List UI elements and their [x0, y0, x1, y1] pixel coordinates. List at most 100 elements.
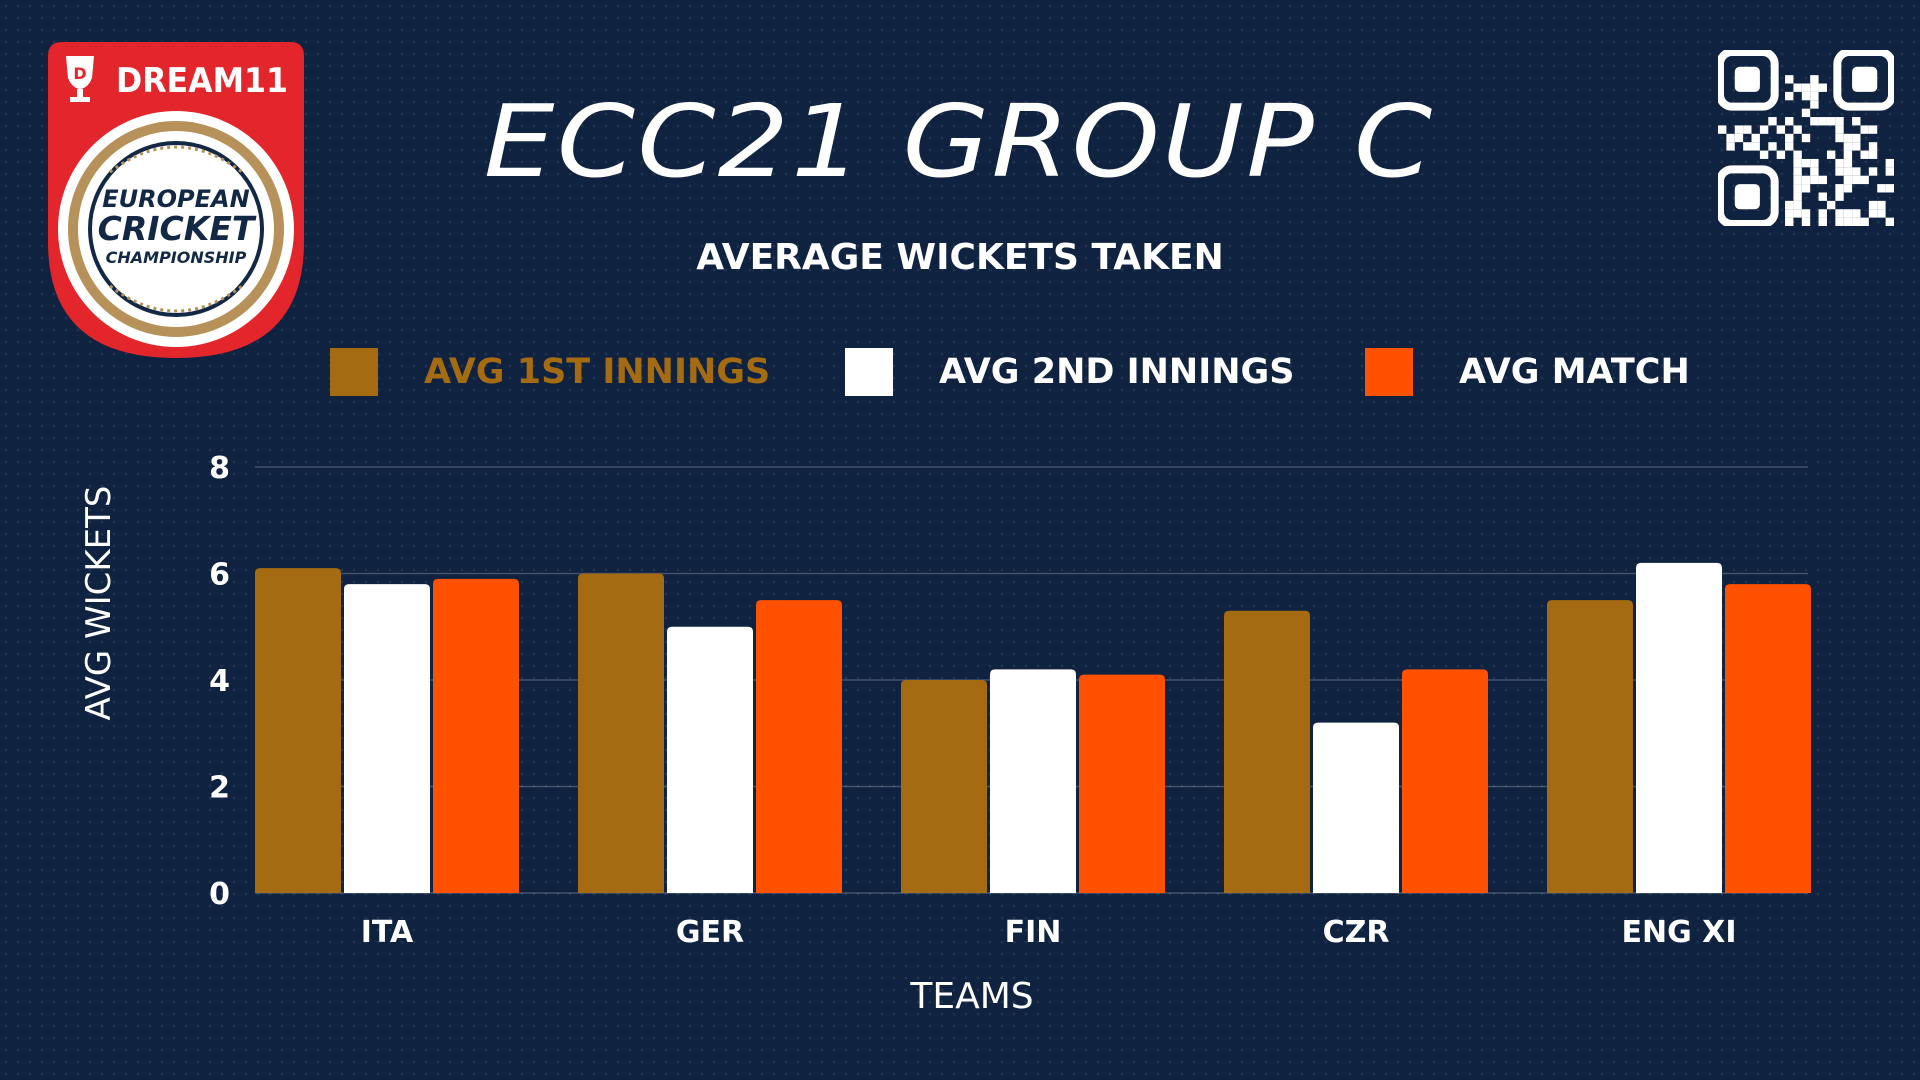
- qr-module: [1843, 133, 1853, 143]
- qr-module: [1852, 217, 1861, 226]
- qr-finder: [1716, 165, 1779, 228]
- qr-module: [1810, 100, 1819, 109]
- bar-ger-series-2: [667, 626, 753, 893]
- qr-module: [1818, 209, 1827, 218]
- qr-module: [1852, 133, 1861, 143]
- qr-module: [1793, 125, 1802, 134]
- bar-eng-xi-series-2: [1636, 562, 1722, 893]
- bar-ita-series-3: [433, 578, 519, 893]
- qr-module: [1860, 125, 1869, 134]
- bar-czr-series-2: [1313, 722, 1399, 893]
- legend-label-2nd-innings: AVG 2ND INNINGS: [939, 352, 1295, 392]
- qr-module: [1801, 184, 1811, 193]
- qr-module: [1801, 83, 1811, 92]
- qr-module: [1885, 217, 1894, 226]
- qr-module: [1793, 150, 1802, 159]
- qr-module: [1801, 108, 1811, 118]
- qr-module: [1801, 175, 1811, 185]
- qr-module: [1885, 167, 1894, 176]
- qr-module: [1793, 200, 1802, 210]
- qr-module: [1751, 142, 1760, 151]
- qr-module: [1751, 133, 1760, 143]
- bar-fin-series-2: [990, 669, 1076, 893]
- qr-module: [1734, 133, 1744, 143]
- qr-module: [1835, 167, 1844, 176]
- qr-module: [1785, 117, 1794, 126]
- qr-finder: [1716, 48, 1779, 111]
- logo-line-championship: CHAMPIONSHIP: [106, 248, 247, 267]
- chart-title: ECC21 GROUP C: [483, 83, 1435, 200]
- qr-module: [1785, 209, 1794, 218]
- x-tick-label: GER: [676, 915, 744, 950]
- qr-module: [1743, 125, 1752, 134]
- bar-fin-series-3: [1079, 674, 1165, 893]
- qr-code-icon: [1716, 48, 1896, 228]
- trophy-icon: D: [66, 56, 94, 102]
- qr-module: [1810, 83, 1819, 92]
- qr-module: [1835, 158, 1844, 168]
- qr-module: [1718, 125, 1727, 134]
- legend-item-match: AVG MATCH: [1365, 348, 1690, 396]
- qr-module: [1843, 217, 1853, 226]
- qr-module: [1818, 217, 1827, 226]
- qr-module: [1860, 150, 1869, 159]
- qr-module: [1768, 117, 1777, 126]
- qr-module: [1810, 167, 1819, 176]
- qr-module: [1810, 158, 1819, 168]
- qr-module: [1868, 200, 1878, 210]
- qr-module: [1877, 200, 1886, 210]
- qr-module: [1818, 192, 1827, 201]
- x-tick-label: FIN: [1005, 915, 1062, 950]
- x-tick-labels: ITA GER FIN CZR ENG XI: [361, 915, 1737, 950]
- y-tick-label: 6: [209, 558, 230, 593]
- qr-module: [1868, 125, 1878, 134]
- qr-module: [1835, 217, 1844, 226]
- qr-module: [1868, 167, 1878, 176]
- qr-module: [1785, 217, 1794, 226]
- qr-module: [1860, 217, 1869, 226]
- qr-module: [1785, 133, 1794, 143]
- legend-swatch-match: [1365, 348, 1413, 396]
- y-tick-label: 2: [209, 771, 230, 806]
- legend-label-match: AVG MATCH: [1459, 352, 1690, 392]
- bar-eng-xi-series-3: [1725, 584, 1811, 893]
- y-tick-label: 4: [209, 664, 230, 699]
- y-tick-label: 8: [209, 451, 230, 486]
- qr-module: [1868, 150, 1878, 159]
- qr-module: [1868, 209, 1878, 218]
- qr-module: [1759, 150, 1769, 159]
- qr-module: [1860, 175, 1869, 185]
- qr-module: [1785, 142, 1794, 151]
- qr-module: [1793, 158, 1802, 168]
- y-tick-labels: 0 2 4 6 8: [209, 451, 230, 912]
- qr-module: [1726, 142, 1735, 151]
- qr-module: [1835, 117, 1844, 126]
- qr-module: [1843, 175, 1853, 185]
- qr-module: [1793, 209, 1802, 218]
- x-axis-label: TEAMS: [909, 976, 1033, 1017]
- qr-module: [1726, 133, 1735, 143]
- x-tick-label: CZR: [1323, 915, 1390, 950]
- qr-module: [1852, 167, 1861, 176]
- qr-module: [1776, 125, 1786, 134]
- qr-module: [1793, 192, 1802, 201]
- qr-module: [1826, 117, 1836, 126]
- qr-finder-center: [1734, 66, 1760, 92]
- qr-module: [1810, 117, 1819, 126]
- dream11-ecc-logo: D DREAM11 EUROPEAN CRICKET CHAMPIONSHIP: [48, 42, 304, 362]
- qr-module: [1793, 83, 1802, 92]
- qr-module: [1768, 142, 1777, 151]
- legend-swatch-2nd-innings: [845, 348, 893, 396]
- y-tick-label: 0: [209, 877, 230, 912]
- legend-label-1st-innings: AVG 1ST INNINGS: [424, 352, 771, 392]
- bar-ita-series-1: [255, 568, 341, 893]
- qr-module: [1843, 167, 1853, 176]
- qr-module: [1734, 125, 1744, 134]
- qr-module: [1810, 75, 1819, 84]
- qr-module: [1885, 158, 1894, 168]
- qr-module: [1785, 200, 1794, 210]
- qr-module: [1785, 91, 1794, 101]
- qr-module: [1826, 150, 1836, 159]
- qr-module: [1843, 158, 1853, 168]
